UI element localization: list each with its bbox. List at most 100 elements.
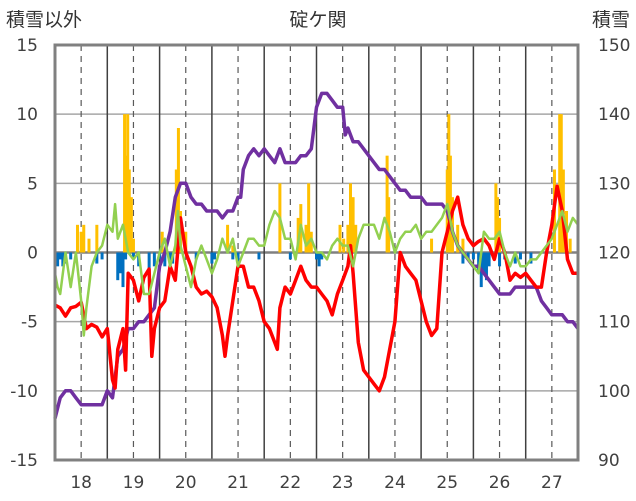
y-right-tick-label: 150 <box>598 36 630 56</box>
bar-mark <box>95 252 99 264</box>
y-right-tick-label: 130 <box>598 174 630 194</box>
bar-mark <box>513 252 517 264</box>
x-tick-label: 21 <box>227 473 249 493</box>
x-tick-label: 19 <box>123 473 145 493</box>
bar-mark <box>116 252 120 281</box>
plot-frame <box>53 43 580 462</box>
bar-mark <box>456 224 460 253</box>
bar-mark <box>487 252 491 267</box>
bar-mark <box>430 238 434 253</box>
bar-mark <box>288 252 292 260</box>
bar-mark <box>315 252 318 260</box>
right-axis-label: 積雪 <box>592 9 630 31</box>
bar-mark <box>304 224 308 253</box>
y-right-tick-label: 100 <box>598 382 630 402</box>
bar-mark <box>87 238 91 253</box>
bar-mark <box>126 114 130 253</box>
bar-mark <box>482 252 486 274</box>
series-line-2 <box>53 91 580 419</box>
bar-mark <box>461 238 465 253</box>
bar-mark <box>348 183 352 253</box>
bar-mark <box>129 197 133 253</box>
y-left-tick-label: 15 <box>16 36 38 56</box>
bar-mark <box>387 197 391 253</box>
bar-mark <box>346 224 350 253</box>
bar-mark <box>210 252 214 264</box>
bar-mark <box>484 252 488 281</box>
bar-mark <box>307 183 311 253</box>
bar-mark <box>466 252 470 260</box>
x-tick-label: 24 <box>384 473 406 493</box>
bar-mark <box>124 252 128 260</box>
x-tick-label: 23 <box>332 473 354 493</box>
x-tick-label: 27 <box>541 473 563 493</box>
bar-mark <box>385 155 389 253</box>
y-right-tick-label: 90 <box>598 451 620 471</box>
bar-mark <box>58 252 62 260</box>
bar-mark <box>82 224 86 253</box>
bar-mark <box>131 238 135 253</box>
bar-mark <box>100 252 104 260</box>
y-left-tick-label: -10 <box>10 382 38 402</box>
y-right-tick-label: 140 <box>598 105 630 125</box>
bar-mark <box>568 238 572 253</box>
x-tick-label: 25 <box>436 473 458 493</box>
line-series <box>53 91 580 419</box>
bar-mark <box>121 252 125 288</box>
bar-mark <box>257 252 261 260</box>
bar-mark <box>351 197 355 253</box>
bar-mark <box>168 252 172 267</box>
bar-mark <box>317 252 321 267</box>
bar-mark <box>518 252 522 260</box>
bar-mark <box>231 245 235 253</box>
bar-mark <box>226 224 230 253</box>
bar-mark <box>147 252 151 274</box>
bar-mark <box>174 169 178 253</box>
tick-labels: 15 10 5 0 -5 -10 -15 150 140 130 120 110 100 90 18 19 20… <box>10 36 630 493</box>
bar-mark <box>338 224 342 253</box>
bar-mark <box>559 114 563 253</box>
bar-mark <box>61 252 65 267</box>
bar-mark <box>152 252 156 267</box>
series-line-0 <box>54 184 578 393</box>
y-left-tick-label: 10 <box>16 105 38 125</box>
bar-mark <box>529 252 533 264</box>
bar-mark <box>127 169 131 253</box>
bar-mark <box>320 252 324 260</box>
bar-mark <box>213 252 217 260</box>
bar-mark <box>79 231 83 253</box>
left-axis-label: 積雪以外 <box>6 9 82 31</box>
bar-mark <box>75 224 79 253</box>
y-left-tick-label: 5 <box>27 174 38 194</box>
x-tick-label: 22 <box>280 473 302 493</box>
bar-mark <box>236 252 240 267</box>
bar-mark <box>123 114 127 253</box>
bar-mark <box>448 155 452 253</box>
y-left-tick-label: -15 <box>10 451 38 471</box>
bar-mark <box>56 252 60 267</box>
bar-mark <box>231 252 235 260</box>
y-right-tick-label: 120 <box>598 244 630 264</box>
bar-mark <box>69 252 73 260</box>
bar-mark <box>477 252 481 274</box>
bar-mark <box>354 224 358 253</box>
x-tick-label: 20 <box>175 473 197 493</box>
bar-mark <box>471 252 475 260</box>
bar-mark <box>95 224 99 253</box>
bar-mark <box>494 183 498 253</box>
bar-mark <box>558 114 562 253</box>
bar-mark <box>131 252 135 260</box>
series-line-1 <box>53 202 579 337</box>
chart-title: 碇ケ関 <box>289 9 346 31</box>
bar-mark <box>124 155 128 253</box>
y-left-tick-label: -5 <box>21 313 38 333</box>
x-tick-label: 26 <box>489 473 511 493</box>
x-tick-label: 18 <box>70 473 92 493</box>
bar-mark <box>498 252 502 267</box>
y-left-tick-label: 0 <box>27 244 38 264</box>
bar-mark <box>495 197 499 253</box>
bar-mark <box>163 252 167 267</box>
bar-mark <box>118 252 122 274</box>
bar-mark <box>461 252 465 264</box>
